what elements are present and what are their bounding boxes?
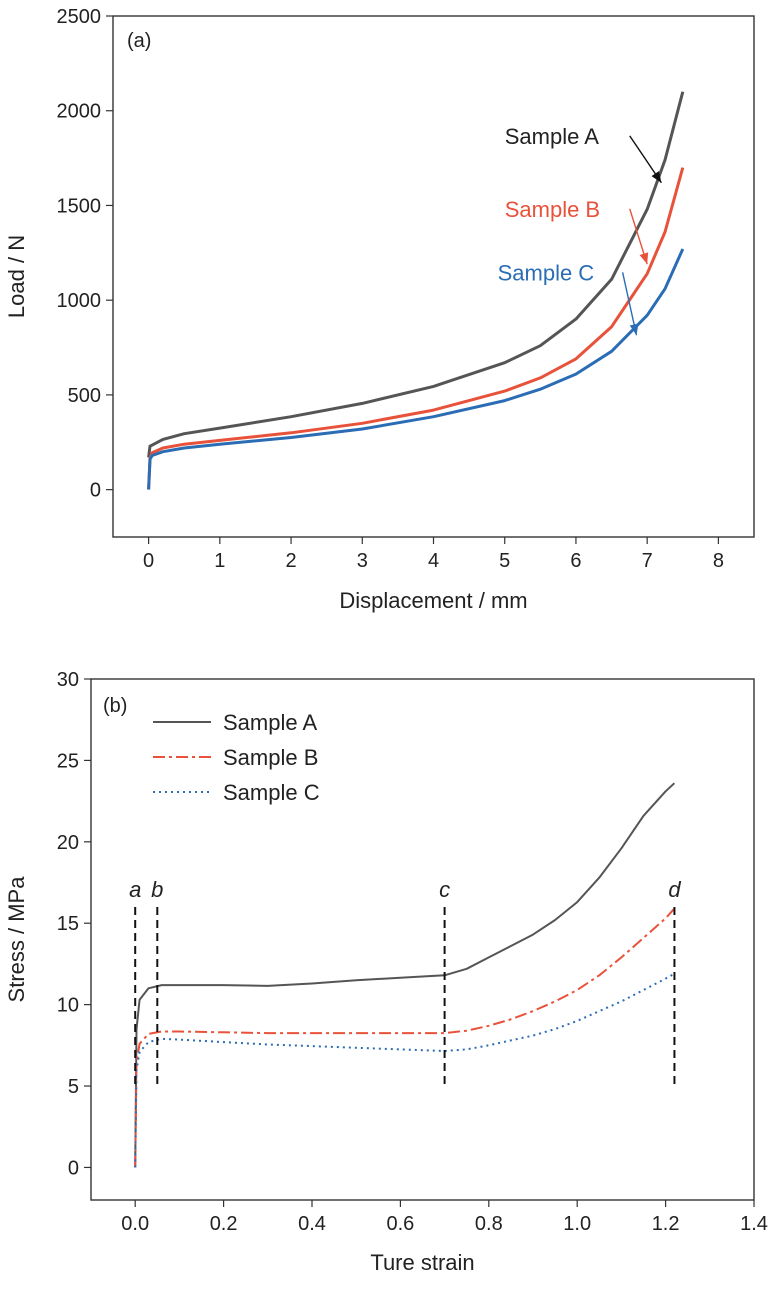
stage-marker-label: a [129, 877, 141, 902]
chart-panel-b: 0.0 0.2 0.4 0.6 0.8 1.0 1.2 1.4 0 5 10 15 20 25 30 Ture… [4, 669, 768, 1275]
legend-label: Sample C [223, 780, 320, 805]
series-line-2 [134, 907, 676, 1168]
series-line-3 [147, 248, 685, 490]
plot-frame [90, 678, 755, 1201]
x-tick-label: 0.8 [475, 1213, 503, 1235]
x-tick-label: 0 [143, 550, 154, 572]
plot-frame [112, 15, 755, 538]
x-tick-label: 0.0 [121, 1213, 149, 1235]
annotation-arrow-head [639, 252, 649, 265]
y-tick-label: 2000 [57, 101, 102, 123]
x-tick-label: 1.2 [652, 1213, 680, 1235]
x-axis-label: Ture strain [370, 1250, 474, 1275]
y-tick-label: 15 [57, 913, 79, 935]
panel-label: (b) [103, 695, 127, 717]
y-tick-label: 20 [57, 832, 79, 854]
stage-marker-label: c [439, 877, 450, 902]
x-axis-label: Displacement / mm [339, 588, 527, 613]
x-tick-label: 4 [428, 550, 439, 572]
y-axis-label: Stress / MPa [4, 876, 29, 1003]
x-tick-label: 1.0 [563, 1213, 591, 1235]
y-tick-label: 5 [68, 1076, 79, 1098]
x-tick-label: 1.4 [740, 1213, 768, 1235]
x-tick-label: 8 [713, 550, 724, 572]
series-annotation: Sample C [498, 260, 595, 285]
y-tick-label: 0 [68, 1157, 79, 1179]
series-line-2 [147, 167, 685, 490]
annotation-arrow-head [629, 323, 639, 336]
y-tick-label: 30 [57, 669, 79, 691]
y-tick-label: 500 [68, 385, 101, 407]
x-tick-label: 0.6 [386, 1213, 414, 1235]
legend-label: Sample B [223, 745, 318, 770]
y-tick-label: 0 [90, 480, 101, 502]
y-axis-label: Load / N [4, 235, 29, 318]
x-tick-label: 7 [642, 550, 653, 572]
legend-label: Sample A [223, 710, 317, 735]
annotation-arrow-head [651, 171, 662, 183]
chart-panel-a: 0 1 2 3 4 5 6 7 8 0 500 1000 1500 2000 2500 Displacemen… [4, 6, 755, 613]
x-tick-label: 0.4 [298, 1213, 326, 1235]
series-annotation: Sample A [505, 124, 599, 149]
panel-label: (a) [127, 30, 151, 52]
series-line-1 [134, 782, 676, 1168]
x-tick-label: 6 [570, 550, 581, 572]
y-tick-label: 25 [57, 750, 79, 772]
x-tick-label: 3 [357, 550, 368, 572]
y-tick-label: 1500 [57, 195, 102, 217]
y-tick-label: 1000 [57, 290, 102, 312]
y-tick-label: 10 [57, 995, 79, 1017]
y-tick-label: 2500 [57, 6, 102, 28]
series-annotation: Sample B [505, 197, 600, 222]
x-tick-label: 5 [499, 550, 510, 572]
series-line-1 [147, 91, 685, 458]
x-tick-label: 2 [285, 550, 296, 572]
stage-marker-label: b [151, 877, 163, 902]
x-tick-label: 1 [214, 550, 225, 572]
series-line-3 [134, 972, 675, 1168]
x-tick-label: 0.2 [210, 1213, 238, 1235]
stage-marker-label: d [668, 877, 681, 902]
